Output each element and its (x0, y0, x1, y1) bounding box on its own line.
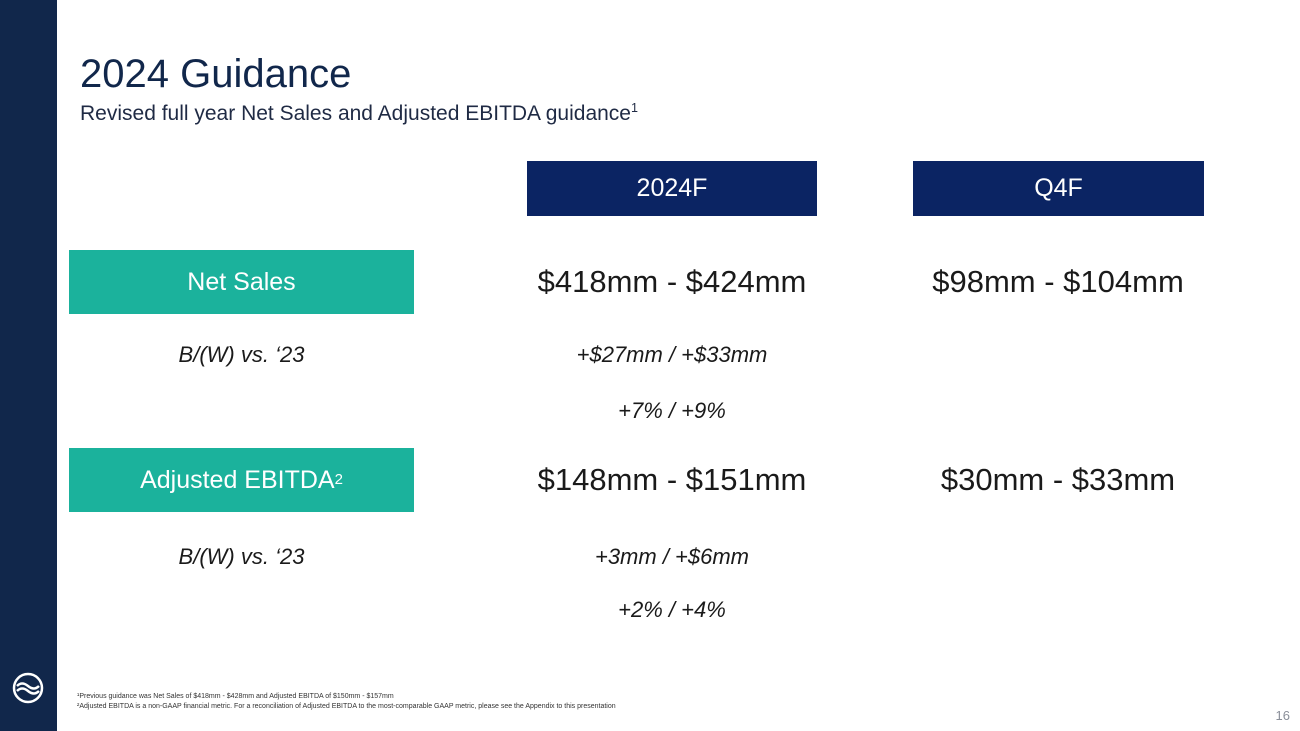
net-sales-2024f-value: $418mm - $424mm (537, 264, 807, 299)
net-sales-bw-label: B/(W) vs. ‘23 (178, 342, 305, 367)
ebitda-bw-amount: +3mm / +$6mm (594, 544, 750, 569)
page-number: 16 (1275, 708, 1290, 723)
sidebar (0, 0, 57, 731)
page-subtitle: Revised full year Net Sales and Adjusted… (80, 101, 638, 125)
ebitda-bw-percent: +2% / +4% (618, 597, 726, 622)
wave-logo-icon (12, 672, 44, 704)
metric-label-net-sales: Net Sales (69, 250, 414, 314)
net-sales-bw-amount: +$27mm / +$33mm (576, 342, 768, 367)
column-header-2024f: 2024F (527, 161, 817, 216)
ebitda-2024f-value: $148mm - $151mm (537, 462, 807, 497)
net-sales-q4f-value: $98mm - $104mm (932, 264, 1184, 299)
net-sales-bw-percent: +7% / +9% (618, 398, 726, 423)
column-header-q4f: Q4F (913, 161, 1204, 216)
page-title: 2024 Guidance (80, 52, 352, 96)
ebitda-bw-label: B/(W) vs. ‘23 (178, 544, 305, 569)
footnote-2: ²Adjusted EBITDA is a non-GAAP financial… (77, 703, 616, 710)
ebitda-q4f-value: $30mm - $33mm (940, 462, 1176, 497)
metric-label-adjusted-ebitda: Adjusted EBITDA 2 (69, 448, 414, 512)
footnote-ref-1: 1 (630, 101, 638, 115)
footnotes: ¹Previous guidance was Net Sales of $418… (77, 692, 616, 712)
footnote-1: ¹Previous guidance was Net Sales of $418… (77, 693, 394, 700)
